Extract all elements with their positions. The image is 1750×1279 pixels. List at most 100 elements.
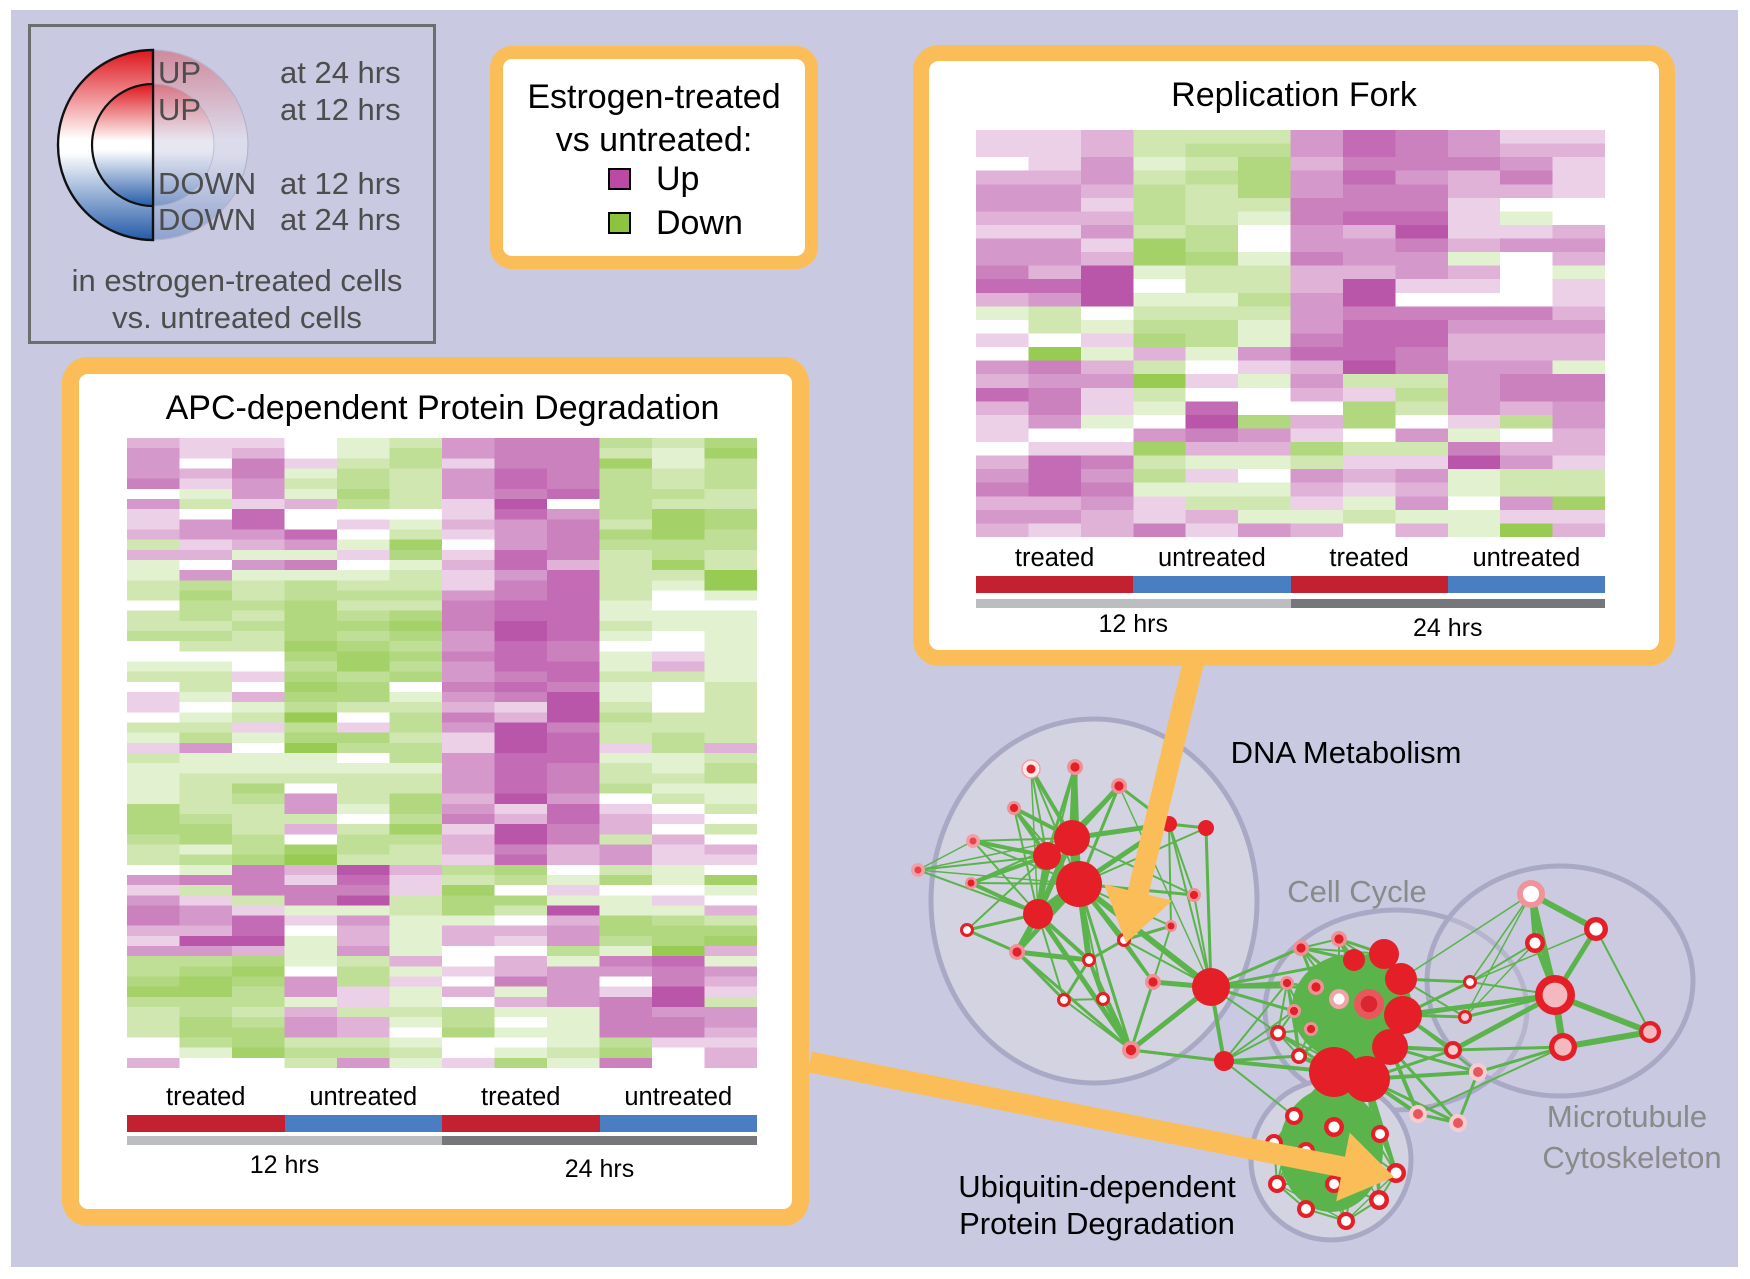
heatmap-cell [494,722,548,734]
heatmap-cell [179,519,233,530]
heatmap-cell [1133,265,1187,280]
heatmap-cell [1080,374,1134,389]
heatmap-cell [652,915,705,927]
heatmap-cell [1552,482,1605,497]
heatmap-cell [547,844,600,856]
heatmap-cell [337,620,390,632]
heatmap-cell [284,1037,338,1049]
heatmap-cell [389,935,443,947]
heatmap-cell [179,712,233,724]
heatmap-cell [1500,455,1554,470]
heatmap-cell [442,864,495,876]
heatmap-cell [599,529,653,541]
heatmap-cell [704,580,757,591]
heatmap-cell [547,854,600,866]
heatmap-cell [179,549,233,561]
heatmap-cell [1028,319,1082,334]
heatmap-cell [704,570,757,581]
heatmap-cell [1238,509,1291,524]
heatmap-cell [652,834,705,845]
heatmap-cell [127,763,180,774]
heatmap-cell [1290,279,1344,294]
heatmap-cell [442,996,495,1008]
heatmap-cell [1238,442,1291,457]
heatmap-cell [1185,211,1239,226]
heatmap-cell [1028,157,1082,172]
heatmap-cell [1028,130,1082,145]
heatmap-cell [1500,442,1554,457]
heatmap-cell [494,590,548,602]
heatmap-cell [442,539,495,551]
heatmap-cell [1028,184,1082,199]
heatmap-cell [1238,211,1291,226]
apc-panel: APC-dependent Protein Degradation treate… [62,357,809,1226]
heatmap-cell [1290,414,1344,429]
heatmap-cell [337,722,390,734]
heatmap-cell [389,509,443,520]
heatmap-cell [1447,509,1501,524]
heatmap-cell [179,458,233,469]
heatmap-cell [127,610,180,622]
heatmap-cell [652,742,705,754]
heatmap-cell [127,1027,180,1039]
heatmap-cell [179,946,233,957]
heatmap-cell [232,448,285,459]
heatmap-cell [1342,414,1396,429]
heatmap-cell [284,935,338,947]
heatmap-cell [599,1037,653,1049]
heatmap-cell [127,986,180,998]
heatmap-cell [179,1027,233,1039]
heatmap-cell [1342,523,1396,537]
heatmap-cell [1395,319,1449,334]
group-label-3: untreated [1472,544,1581,572]
heatmap-cell [389,559,443,571]
heatmap-cell [179,631,233,642]
heatmap-cell [1080,157,1134,172]
heatmap-cell [442,1007,495,1018]
heatmap-cell [599,844,653,856]
heatmap-cell [494,976,548,988]
heatmap-cell [1500,157,1554,172]
heatmap-cell [652,600,705,612]
heatmap-cell [127,539,180,551]
heatmap-cell [1552,496,1605,511]
heatmap-cell [494,732,548,744]
heatmap-cell [442,742,495,754]
time-label-0: 12 hrs [1098,610,1168,638]
heatmap-cell [389,793,443,805]
heatmap-cell [284,996,338,1008]
heatmap-cell [599,996,653,1008]
heatmap-cell [442,885,495,896]
heatmap-cell [389,885,443,896]
heatmap-cell [1080,482,1134,497]
heatmap-cell [1028,469,1082,484]
heatmap-cell [652,905,705,917]
heatmap-cell [1080,184,1134,199]
heatmap-cell [494,986,548,998]
heatmap-cell [599,793,653,805]
time-label-0: 12 hrs [249,1151,320,1179]
heatmap-cell [599,722,653,734]
heatmap-cell [1238,252,1291,267]
heatmap-cell [1028,482,1082,497]
heatmap-cell [442,763,495,774]
heatmap-cell [127,478,180,490]
heatmap-cell [1028,360,1082,375]
heatmap-cell [547,488,600,500]
heatmap-cell [599,956,653,967]
heatmap-cell [1342,442,1396,457]
heatmap-cell [232,844,285,856]
heatmap-cell [652,986,705,998]
heatmap-cell [1552,306,1605,321]
heatmap-cell [704,773,757,784]
heatmap-cell [599,783,653,795]
heatmap-cell [704,824,757,835]
heatmap-cell [1028,306,1082,321]
heatmap-cell [704,895,757,906]
heatmap-cell [232,681,285,693]
heatmap-cell [652,1047,705,1059]
heatmap-cell [599,549,653,561]
heatmap-cell [1080,360,1134,375]
heatmap-cell [494,925,548,937]
heatmap-cell [284,590,338,602]
